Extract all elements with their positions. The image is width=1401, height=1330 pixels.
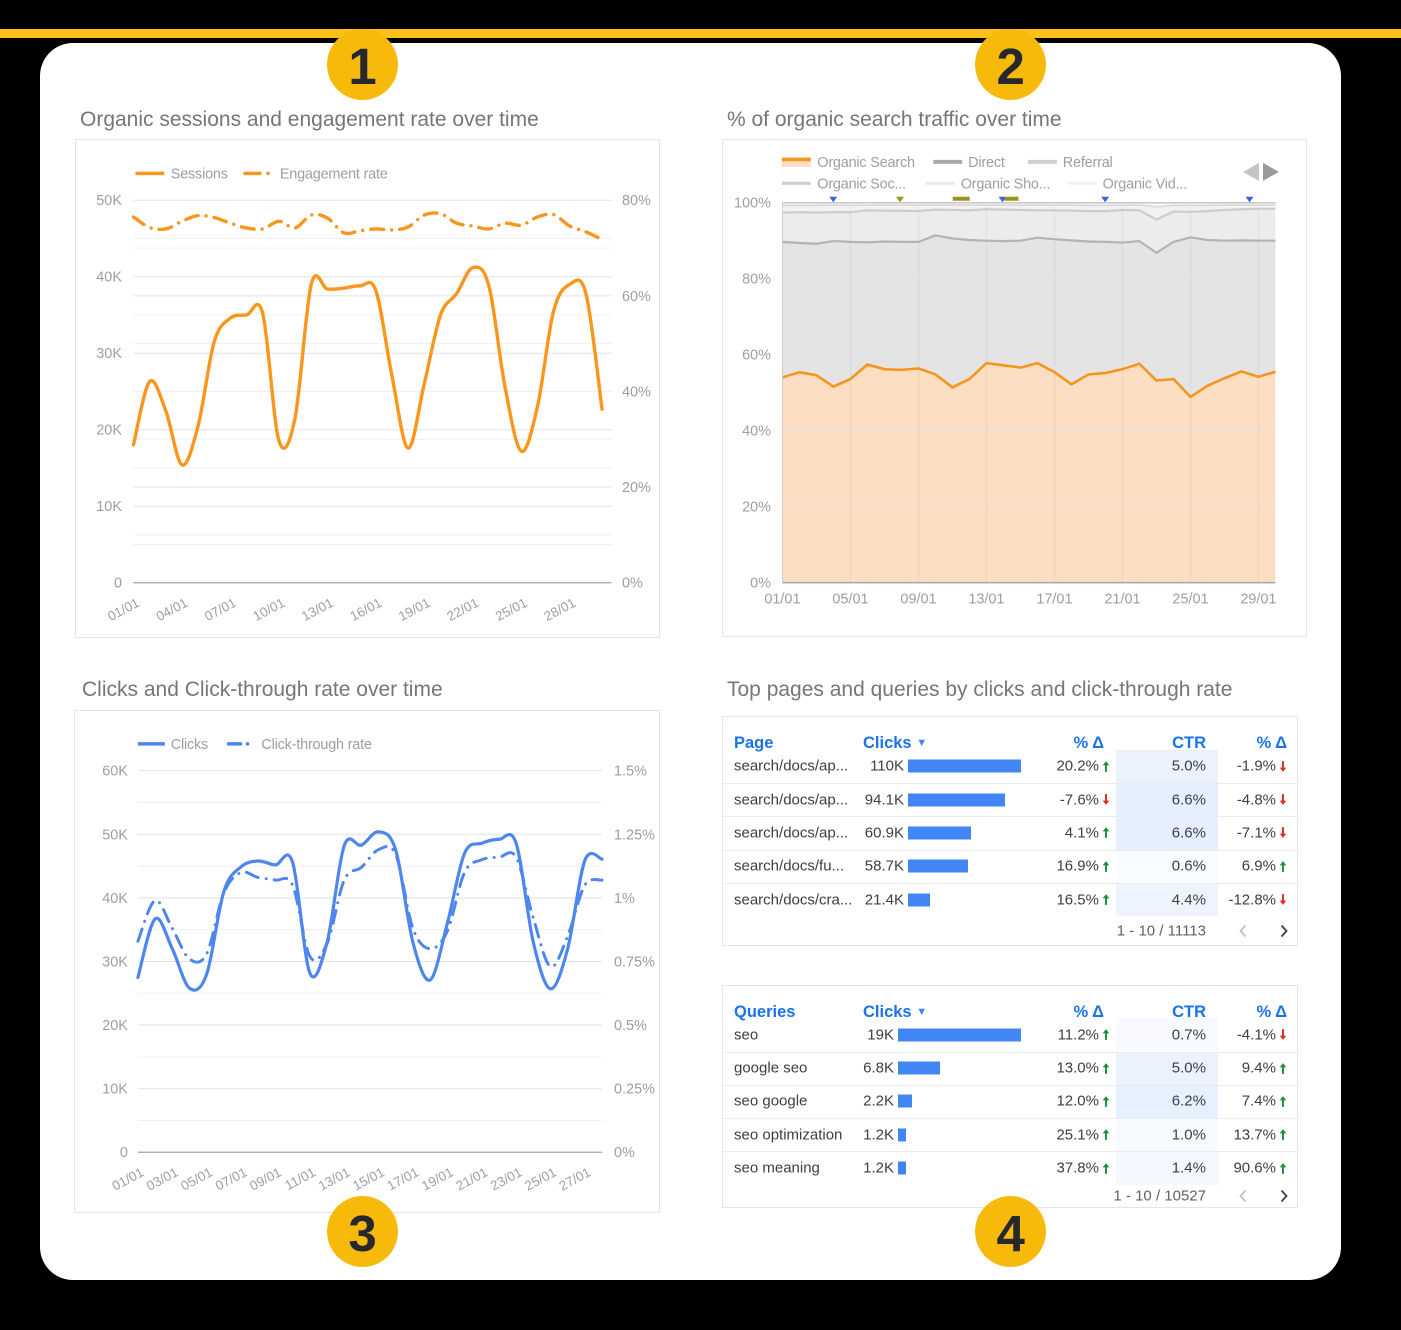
svg-text:0: 0 xyxy=(113,575,121,591)
svg-text:09/01: 09/01 xyxy=(247,1165,284,1194)
svg-text:0.75%: 0.75% xyxy=(614,954,655,970)
svg-text:10/01: 10/01 xyxy=(250,595,287,624)
svg-text:15/01: 15/01 xyxy=(350,1165,387,1194)
svg-text:Sessions: Sessions xyxy=(170,166,227,182)
svg-text:60K: 60K xyxy=(102,764,128,780)
svg-text:03/01: 03/01 xyxy=(144,1165,181,1194)
svg-text:40%: 40% xyxy=(742,424,771,440)
svg-text:20K: 20K xyxy=(102,1018,128,1034)
svg-text:09/01: 09/01 xyxy=(900,592,936,608)
svg-text:05/01: 05/01 xyxy=(832,592,868,608)
svg-text:100%: 100% xyxy=(734,196,771,212)
svg-text:0%: 0% xyxy=(750,576,771,592)
svg-text:Organic Sho...: Organic Sho... xyxy=(960,176,1050,192)
svg-text:21/01: 21/01 xyxy=(453,1165,490,1194)
svg-text:50K: 50K xyxy=(102,827,128,843)
svg-text:60%: 60% xyxy=(742,348,771,364)
svg-text:0.25%: 0.25% xyxy=(614,1082,655,1098)
svg-text:25/01: 25/01 xyxy=(522,1165,559,1194)
svg-text:40K: 40K xyxy=(96,269,122,285)
svg-text:07/01: 07/01 xyxy=(201,595,238,624)
svg-text:01/01: 01/01 xyxy=(110,1165,147,1194)
svg-text:20%: 20% xyxy=(742,500,771,516)
svg-text:01/01: 01/01 xyxy=(105,595,142,624)
svg-text:05/01: 05/01 xyxy=(178,1165,215,1194)
svg-text:30K: 30K xyxy=(102,954,128,970)
svg-text:10K: 10K xyxy=(102,1082,128,1098)
svg-text:1.5%: 1.5% xyxy=(614,764,647,780)
svg-text:20%: 20% xyxy=(621,480,650,496)
svg-text:10K: 10K xyxy=(96,499,122,515)
svg-text:04/01: 04/01 xyxy=(153,595,190,624)
svg-text:01/01: 01/01 xyxy=(764,592,800,608)
svg-text:13/01: 13/01 xyxy=(298,595,335,624)
svg-text:25/01: 25/01 xyxy=(492,595,529,624)
svg-text:0%: 0% xyxy=(614,1145,635,1161)
svg-text:19/01: 19/01 xyxy=(419,1165,456,1194)
svg-text:40%: 40% xyxy=(621,384,650,400)
svg-text:80%: 80% xyxy=(621,193,650,209)
svg-text:16/01: 16/01 xyxy=(347,595,384,624)
svg-text:21/01: 21/01 xyxy=(1104,592,1140,608)
svg-text:28/01: 28/01 xyxy=(541,595,578,624)
svg-text:80%: 80% xyxy=(742,272,771,288)
svg-text:50K: 50K xyxy=(96,193,122,209)
svg-text:Direct: Direct xyxy=(968,155,1005,171)
svg-text:20K: 20K xyxy=(96,422,122,438)
svg-text:17/01: 17/01 xyxy=(1036,592,1072,608)
svg-text:Engagement rate: Engagement rate xyxy=(279,166,387,182)
svg-text:40K: 40K xyxy=(102,891,128,907)
svg-text:11/01: 11/01 xyxy=(282,1165,318,1194)
svg-text:29/01: 29/01 xyxy=(1240,592,1276,608)
svg-text:Referral: Referral xyxy=(1062,155,1112,171)
svg-text:25/01: 25/01 xyxy=(1172,592,1208,608)
svg-text:17/01: 17/01 xyxy=(385,1165,422,1194)
svg-text:0%: 0% xyxy=(621,575,642,591)
svg-text:1.25%: 1.25% xyxy=(614,827,655,843)
svg-text:Clicks: Clicks xyxy=(171,737,208,753)
svg-text:60%: 60% xyxy=(621,288,650,304)
svg-text:23/01: 23/01 xyxy=(488,1165,525,1194)
svg-text:Organic Search: Organic Search xyxy=(817,155,915,171)
svg-text:30K: 30K xyxy=(96,346,122,362)
svg-text:0.5%: 0.5% xyxy=(614,1018,647,1034)
svg-text:19/01: 19/01 xyxy=(395,595,432,624)
svg-text:Organic Vid...: Organic Vid... xyxy=(1102,176,1186,192)
svg-text:13/01: 13/01 xyxy=(968,592,1004,608)
svg-text:13/01: 13/01 xyxy=(316,1165,353,1194)
svg-text:27/01: 27/01 xyxy=(556,1165,593,1194)
svg-text:22/01: 22/01 xyxy=(444,595,481,624)
svg-text:1%: 1% xyxy=(614,891,635,907)
svg-text:Click-through rate: Click-through rate xyxy=(261,737,372,753)
svg-text:07/01: 07/01 xyxy=(213,1165,250,1194)
svg-text:0: 0 xyxy=(120,1145,128,1161)
svg-text:Organic Soc...: Organic Soc... xyxy=(817,176,906,192)
